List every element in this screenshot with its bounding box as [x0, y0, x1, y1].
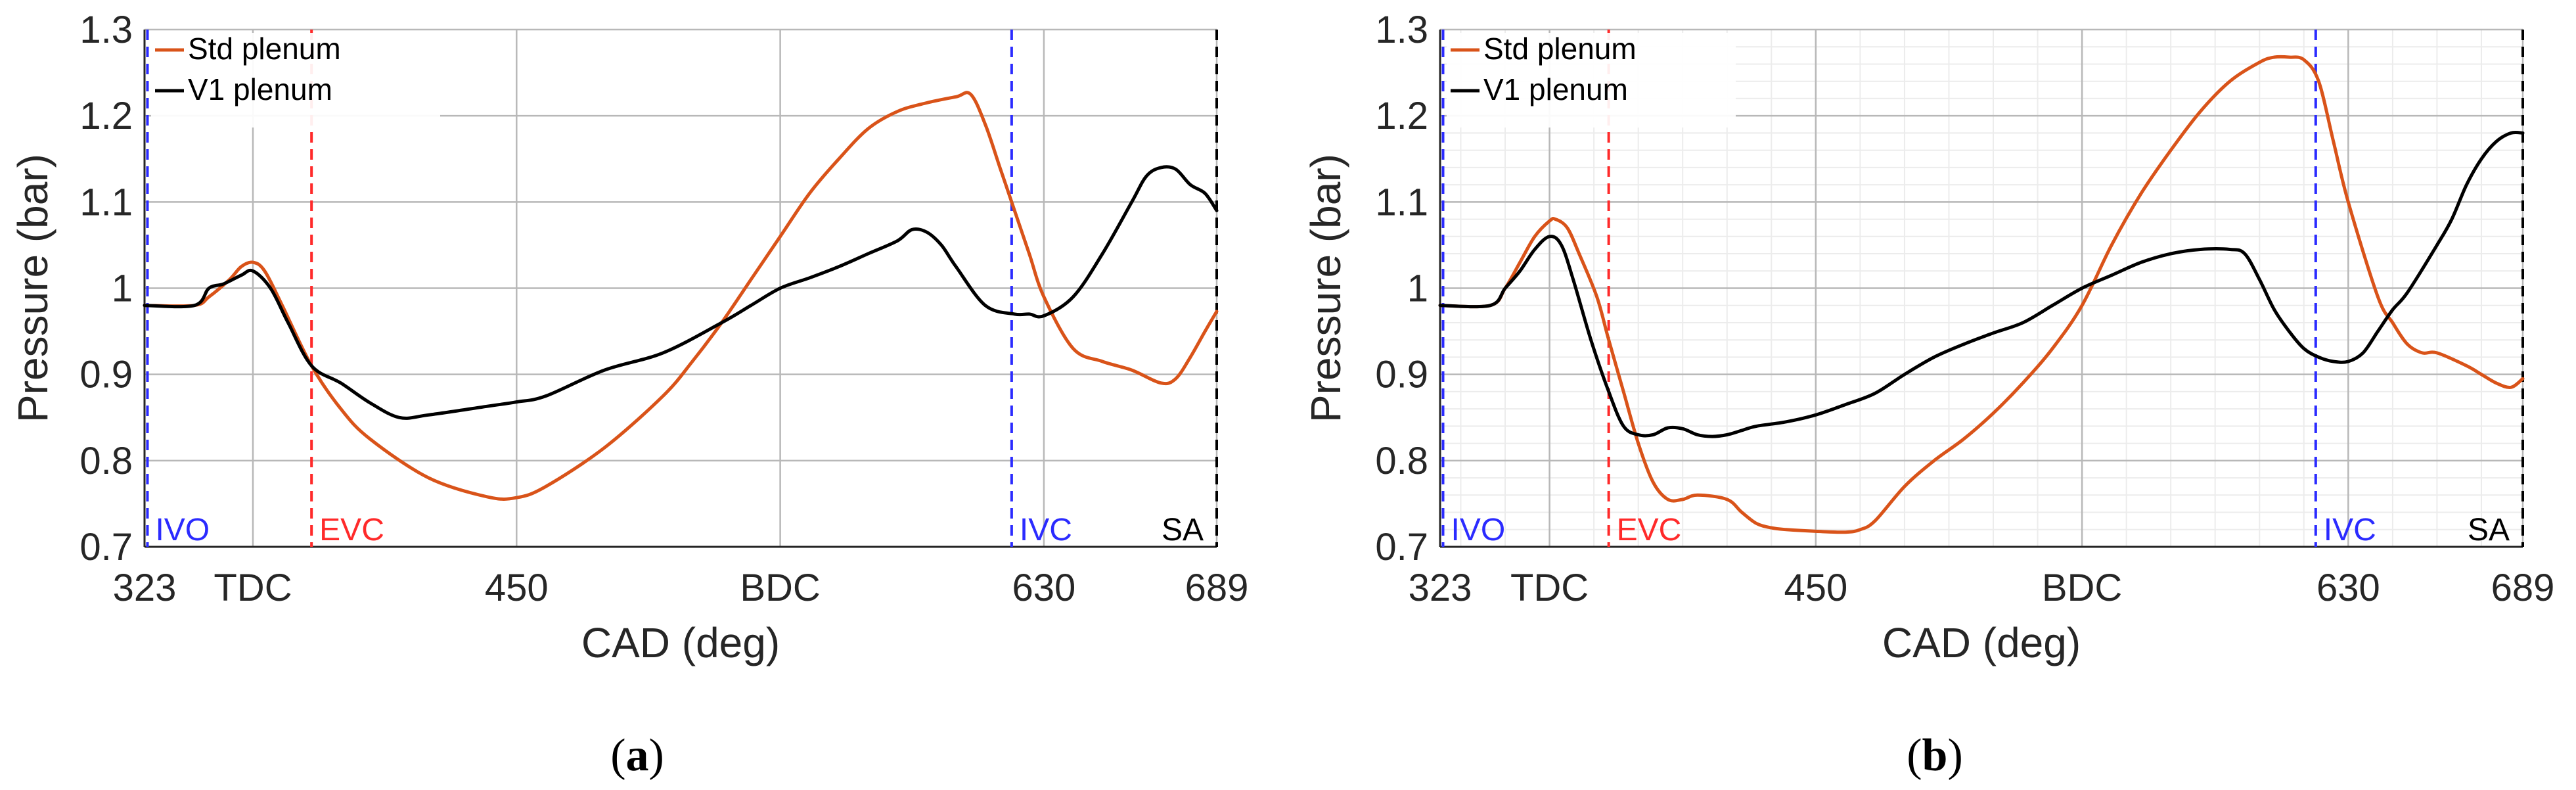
series-line-std-plenum — [1438, 55, 2525, 534]
event-label-evc: EVC — [319, 513, 384, 547]
legend-box — [151, 33, 440, 128]
x-tick-label: TDC — [1510, 567, 1589, 609]
y-tick-label: 0.9 — [79, 354, 133, 396]
x-tick-label: 323 — [1409, 567, 1472, 609]
x-tick-label: 630 — [2316, 567, 2380, 609]
event-label-sa: SA — [1162, 513, 1204, 547]
y-tick-label: 1.2 — [1375, 95, 1428, 137]
panel-label-b: (b) — [1907, 730, 1963, 781]
x-tick-label: 689 — [1185, 567, 1249, 609]
legend-label: V1 plenum — [188, 72, 332, 106]
event-label-ivc: IVC — [1020, 513, 1072, 547]
y-tick-label: 0.8 — [1375, 440, 1428, 482]
event-label-ivo: IVO — [155, 513, 210, 547]
x-tick-label: BDC — [740, 567, 820, 609]
y-tick-label: 0.7 — [1375, 526, 1428, 569]
legend: Std plenum V1 plenum — [151, 32, 440, 128]
x-tick-label: 323 — [113, 567, 177, 609]
x-tick-label: 450 — [1784, 567, 1847, 609]
x-tick-label: BDC — [2042, 567, 2122, 609]
event-label-evc: EVC — [1617, 513, 1682, 547]
legend-label: Std plenum — [188, 32, 341, 66]
legend-box — [1447, 33, 1736, 128]
x-tick-label: 689 — [2491, 567, 2555, 609]
legend-label: Std plenum — [1483, 32, 1637, 66]
y-tick-label: 1.3 — [1375, 9, 1428, 51]
x-tick-label: TDC — [214, 567, 292, 609]
y-tick-label: 1.3 — [79, 9, 133, 51]
y-tick-label: 1.1 — [79, 181, 133, 223]
series-line-v1-plenum — [143, 165, 1219, 420]
chart-panel-b: 0.7 0.8 0.9 1 1.1 1.2 1.3 323 TDC 450 BDC 630 689 CAD… — [1302, 9, 2554, 781]
y-tick-label: 0.8 — [79, 440, 133, 482]
x-tick-label: 630 — [1012, 567, 1076, 609]
y-tick-label: 1.2 — [79, 95, 133, 137]
y-tick-label: 1 — [1407, 267, 1428, 310]
legend-label: V1 plenum — [1483, 72, 1628, 106]
x-axis-title: CAD (deg) — [581, 619, 780, 666]
event-label-ivo: IVO — [1451, 513, 1506, 547]
series-line-std-plenum — [143, 91, 1219, 501]
series-line-v1-plenum — [1438, 130, 2525, 438]
chart-panel-a: 0.7 0.8 0.9 1 1.1 1.2 1.3 323 TDC 450 BDC 630 689 CAD… — [9, 9, 1248, 781]
y-tick-label: 1 — [112, 267, 133, 310]
y-axis-title: Pressure (bar) — [1302, 154, 1349, 423]
y-tick-label: 1.1 — [1375, 181, 1428, 223]
y-tick-label: 0.9 — [1375, 354, 1428, 396]
panel-label-a: (a) — [610, 730, 664, 781]
legend: Std plenum V1 plenum — [1447, 32, 1736, 128]
event-label-sa: SA — [2468, 513, 2510, 547]
event-label-ivc: IVC — [2324, 513, 2376, 547]
x-tick-label: 450 — [485, 567, 549, 609]
x-axis-title: CAD (deg) — [1882, 619, 2081, 666]
y-axis-title: Pressure (bar) — [9, 154, 56, 423]
y-tick-label: 0.7 — [79, 526, 133, 569]
